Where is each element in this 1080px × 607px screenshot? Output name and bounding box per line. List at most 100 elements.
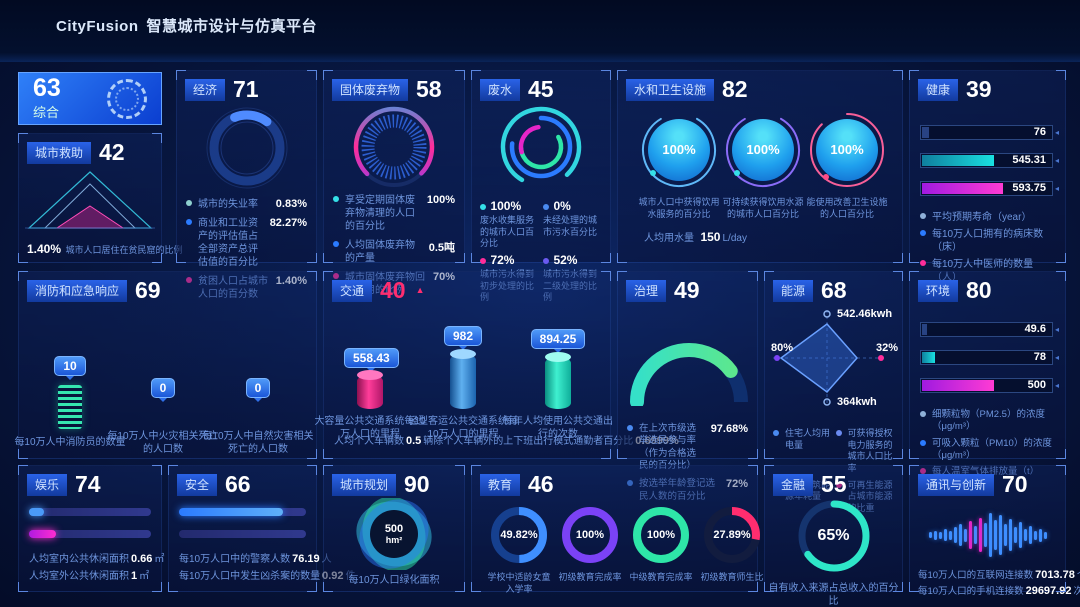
bar-label: 轻型客运公共交通系统每10万人口的里程 bbox=[408, 416, 518, 440]
marker-icon: ◂ bbox=[1054, 325, 1059, 334]
panel-title: 金融 bbox=[773, 473, 814, 496]
stat-unit: 个 bbox=[1077, 570, 1080, 581]
bar-value: 78 bbox=[1033, 351, 1046, 363]
panel-score: 58 bbox=[416, 76, 442, 102]
legend-dot bbox=[333, 196, 339, 202]
legend-dot bbox=[920, 213, 926, 219]
legend-item: 平均预期寿命（year） bbox=[910, 209, 1065, 226]
bar-label: 大容量公共交通系统每10万人口的里程 bbox=[314, 416, 426, 440]
panel-title: 交通 bbox=[332, 279, 373, 302]
app-name: CityFusion bbox=[56, 18, 139, 35]
legend-dot bbox=[186, 200, 192, 206]
legend-value: 97.68% bbox=[710, 423, 748, 435]
panel-title: 健康 bbox=[918, 78, 959, 101]
stat-line: 每10万人口的手机连接数 29697.92 次 bbox=[918, 584, 1080, 598]
legend-item: 商业和工业资产的评估值占全部资产总评估值的百分比 82.27% bbox=[177, 214, 316, 272]
legend-item: 享受定期固体废弃物清理的人口的百分比 100% bbox=[324, 191, 464, 236]
legend-label: 平均预期寿命（year） bbox=[932, 212, 1032, 223]
blob-unit: hm² bbox=[385, 535, 403, 545]
panel-score: 66 bbox=[225, 471, 251, 497]
donut-value: 49.82% bbox=[500, 529, 538, 541]
stat-label: 每10万人中消防员的数量 bbox=[14, 437, 126, 448]
panel-score: 45 bbox=[528, 76, 554, 102]
panel-title: 消防和应急响应 bbox=[27, 279, 128, 302]
blob-value: 500 bbox=[384, 523, 404, 535]
legend-value: 100% bbox=[426, 194, 455, 206]
stat-label: 每10万人口绿化面积 bbox=[348, 575, 440, 586]
stat-value: 0.66 bbox=[131, 553, 153, 565]
legend-label: 每10万人口拥有的病床数（床） bbox=[932, 229, 1044, 253]
bar-row: 49.6 ◂ bbox=[920, 322, 1059, 337]
slider-bar bbox=[179, 508, 306, 516]
panel-score: 82 bbox=[722, 76, 748, 102]
panel-wastewater: 废水 45 100% 废水收集服务的城市人口百分比 0% 未经处理的城市污水百分… bbox=[471, 70, 611, 302]
legend-dot bbox=[480, 258, 486, 265]
panel-education: 教育 46 49.82% 学校中适龄女童入学率 100% 初级教育完成率 100… bbox=[471, 465, 764, 594]
slider-bar bbox=[29, 530, 151, 538]
panel-score: 39 bbox=[966, 76, 992, 102]
cylinder-group: 982 bbox=[437, 326, 489, 350]
panel-water-sanitation: 水和卫生设施 82 100% 城市人口中获得饮用水服务的百分比 100% 可持续… bbox=[617, 70, 903, 263]
legend-label: 人均固体废弃物的产量 bbox=[345, 240, 415, 264]
bar-row: 545.31 ◂ bbox=[920, 153, 1059, 168]
panel-score: 42 bbox=[99, 139, 125, 165]
water-gauge: 100% 能使用改善卫生设施的人口百分比 bbox=[804, 111, 890, 220]
stat-cell: 0% 未经处理的城市污水百分比 bbox=[543, 197, 602, 250]
bar-value: 545.31 bbox=[1012, 154, 1046, 166]
value-tag: 10 bbox=[54, 356, 86, 380]
stat-label: 每10万人口的互联网连接数 bbox=[918, 570, 1034, 581]
fire-stat: 10 每10万人中消防员的数量 bbox=[14, 356, 126, 449]
stat-value: 0% bbox=[553, 199, 571, 213]
marker-icon: ◂ bbox=[1054, 156, 1059, 165]
legend-dot bbox=[480, 204, 486, 210]
legend-label: 商业和工业资产的评估值占全部资产总评估值的百分比 bbox=[198, 218, 258, 268]
stat-value: 72% bbox=[490, 253, 515, 268]
stat-label: 每10万人中自然灾害相关死亡的人口数 bbox=[202, 431, 314, 455]
legend-dot bbox=[920, 230, 926, 236]
marker-icon: ◂ bbox=[1054, 184, 1059, 193]
app-title: CityFusion 智慧城市设计与仿真平台 bbox=[56, 15, 317, 36]
panel-score: 70 bbox=[1002, 471, 1028, 497]
axis-value-left: 80% bbox=[771, 342, 794, 354]
panel-score: 90 bbox=[404, 471, 430, 497]
gauge-value: 100% bbox=[732, 119, 794, 181]
panel-title: 废水 bbox=[480, 78, 521, 101]
legend-item: 细颗粒物（PM2.5）的浓度（μg/m³） bbox=[910, 407, 1065, 436]
gauge-value: 65% bbox=[817, 527, 850, 544]
panel-title: 经济 bbox=[185, 78, 226, 101]
footer-label: 除个人车辆外的上下班出行模式通勤者百分比 bbox=[433, 435, 634, 447]
city-aid-stat: 1.40% 城市人口居住在贫民窟的比例 bbox=[19, 232, 183, 258]
donut-value: 100% bbox=[646, 529, 676, 541]
panel-recreation: 娱乐 74 人均室内公共休闲面积 0.66 ㎡ 人均室外公共休闲面积 1 ㎡ bbox=[18, 465, 164, 592]
app-subtitle: 智慧城市设计与仿真平台 bbox=[146, 18, 318, 35]
legend-item: 人均固体废弃物的产量 0.5吨 bbox=[324, 236, 464, 268]
panel-economy: 经济 71 城市的失业率 0.83% 商业和工业资产的评估值占全部资产总评估值的… bbox=[176, 70, 317, 300]
panel-governance: 治理 49 在上次市级选举选民参与率（作为合格选民的百分比） 97.68% 按选… bbox=[617, 271, 758, 502]
panel-title: 娱乐 bbox=[27, 473, 68, 496]
legend-dot bbox=[186, 219, 192, 225]
legend-item: 每10万人口拥有的病床数（床） bbox=[910, 226, 1065, 256]
bar-value: 49.6 bbox=[1024, 323, 1046, 335]
slider-bar bbox=[179, 530, 306, 538]
legend-value: 0.5吨 bbox=[428, 242, 455, 254]
gauge-label: 城市人口中获得饮用水服务的百分比 bbox=[638, 197, 720, 219]
legend-label: 住宅人均用电量 bbox=[785, 428, 831, 450]
marker-icon: ◂ bbox=[1054, 353, 1059, 362]
legend-item: 城市的失业率 0.83% bbox=[177, 195, 316, 214]
bar-value: 593.75 bbox=[1012, 182, 1046, 194]
education-donut: 27.89% 初级教育师生比 bbox=[697, 504, 767, 584]
panel-environment: 环境 80 49.6 ◂ 78 ◂ 500 ◂ 细颗粒物（PM2.5）的浓度（μg/m… bbox=[909, 271, 1066, 477]
panel-score: 80 bbox=[966, 277, 992, 303]
legend-dot bbox=[835, 430, 842, 436]
composite-score: 63 bbox=[33, 74, 61, 102]
stat-line: 人均室内公共休闲面积 0.66 ㎡ bbox=[29, 552, 164, 566]
gauge-value: 100% bbox=[648, 119, 710, 181]
waveform-chart bbox=[916, 506, 1059, 564]
gauge-label: 能使用改善卫生设施的人口百分比 bbox=[806, 197, 888, 219]
panel-energy: 能源 68 542.46kwh 32% 364kwh 80% 住宅人均用电量 可… bbox=[764, 271, 903, 513]
